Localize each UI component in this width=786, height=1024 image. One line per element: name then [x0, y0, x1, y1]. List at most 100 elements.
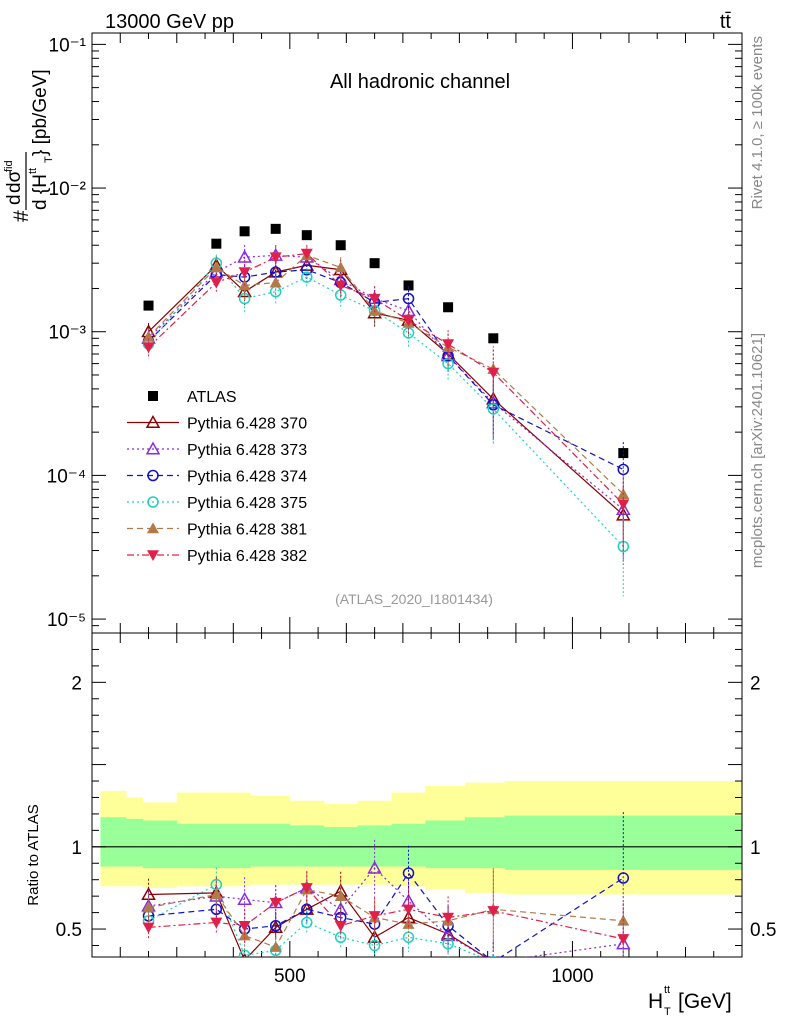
data-point [210, 277, 223, 289]
ratio-point [210, 888, 223, 900]
ratio-point [490, 956, 497, 957]
data-point [368, 304, 381, 316]
ratio-point [367, 860, 382, 874]
main-panel: 10⁻¹ 10⁻² 10⁻³ 10⁻⁴ 10⁻⁵ [47, 32, 743, 634]
svg-text:tt: tt [27, 168, 39, 174]
ratio-band-green [210, 823, 251, 869]
ratio-point [334, 890, 347, 901]
ratio-point [210, 917, 223, 929]
legend-label: Pythia 6.428 381 [187, 522, 307, 539]
data-point [442, 339, 455, 351]
legend-item: Pythia 6.428 375 [127, 495, 307, 512]
main-y-ticks [92, 43, 742, 634]
legend-item: Pythia 6.428 374 [127, 469, 307, 486]
ratio-point [491, 954, 495, 957]
data-point [369, 258, 380, 269]
legend-item: Pythia 6.428 382 [127, 548, 307, 565]
ratio-point [487, 906, 500, 917]
main-y-axis-label: # d dσ fid d {H tt T } [pb/GeV] [3, 69, 55, 222]
svg-text:d: d [4, 194, 25, 205]
data-point [487, 367, 500, 379]
data-point [617, 463, 630, 476]
chart-title: All hadronic channel [330, 71, 510, 93]
ratio-point [442, 938, 454, 950]
ratio-point [618, 965, 628, 975]
data-point [301, 264, 313, 276]
data-point [443, 302, 454, 313]
legend-marker [147, 550, 159, 561]
ratio-point [269, 897, 282, 909]
ratio-y-axis-label: Ratio to ATLAS [25, 804, 42, 905]
legend-marker [147, 469, 159, 482]
svg-text:dσ: dσ [4, 170, 25, 193]
ratio-point [402, 904, 415, 916]
ratio-point [402, 867, 415, 879]
ratio-y-tick-label: 0.5 [56, 920, 82, 941]
data-point [142, 330, 155, 342]
x-axis-label: H tt T [GeV] [648, 984, 732, 1018]
data-point [334, 261, 347, 273]
series-line [148, 269, 624, 470]
ratio-y-tick-label: 2 [71, 673, 82, 694]
ratio-y-tick-label-right: 2 [750, 673, 761, 694]
ratio-point [402, 918, 415, 929]
ratio-band-green [100, 817, 127, 867]
legend-item: ATLAS [148, 389, 237, 406]
ratio-point [301, 916, 313, 929]
ratio-series-group [141, 812, 631, 975]
ratio-y-tick-label: 1 [71, 838, 82, 859]
ratio-point [237, 891, 252, 905]
legend-marker [148, 391, 158, 401]
ratio-point [442, 912, 455, 924]
ratio-point [617, 934, 630, 945]
data-point [335, 240, 346, 251]
main-y-tick-label: 10⁻⁴ [47, 466, 86, 487]
ratio-band-green [125, 818, 144, 867]
data-point [301, 230, 312, 241]
ratio-panel: 500 1000 2 2 1 1 0.5 0.5 [56, 632, 776, 987]
ratio-point [617, 959, 629, 970]
ratio-band-green [357, 825, 393, 867]
data-point [269, 276, 282, 288]
main-series-group [141, 223, 631, 597]
svg-text:T: T [664, 1006, 671, 1018]
ratio-point [142, 922, 155, 934]
analysis-watermark: (ATLAS_2020_I1801434) [335, 591, 493, 607]
ratio-point [142, 901, 155, 913]
ratio-line [148, 890, 487, 957]
legend-item: Pythia 6.428 370 [127, 414, 307, 433]
svg-text:[GeV]: [GeV] [678, 990, 732, 1013]
main-y-tick-label: 10⁻³ [49, 323, 87, 344]
legend-label: Pythia 6.428 374 [187, 469, 307, 486]
ratio-band-green [142, 820, 178, 869]
main-y-tick-label: 10⁻¹ [49, 35, 87, 56]
data-point [300, 248, 313, 260]
legend-label: ATLAS [187, 389, 237, 406]
svg-text:H: H [648, 990, 663, 1013]
ratio-band-green [425, 820, 466, 869]
data-point [402, 292, 415, 305]
svg-text:#: # [10, 210, 33, 222]
main-y-tick-label: 10⁻² [49, 179, 87, 200]
legend-label: Pythia 6.428 375 [187, 495, 307, 512]
data-point [238, 267, 251, 279]
ratio-point [491, 954, 495, 957]
svg-text:tt: tt [664, 984, 670, 996]
legend-marker [147, 522, 159, 534]
svg-text:T: T [43, 156, 55, 163]
rivet-label: Rivet 4.1.0, ≥ 100k events [749, 36, 766, 209]
ratio-point [269, 920, 282, 932]
data-point [368, 293, 381, 305]
data-point [617, 499, 630, 511]
x-tick-label: 500 [274, 966, 306, 987]
ratio-point [269, 941, 282, 952]
ratio-band-green [391, 823, 426, 867]
legend-label: Pythia 6.428 382 [187, 548, 307, 565]
data-point [237, 284, 252, 298]
data-point [239, 226, 250, 237]
data-point [334, 280, 347, 292]
legend-marker [145, 414, 161, 429]
legend-label: Pythia 6.428 370 [187, 416, 307, 433]
main-frame [91, 32, 743, 634]
